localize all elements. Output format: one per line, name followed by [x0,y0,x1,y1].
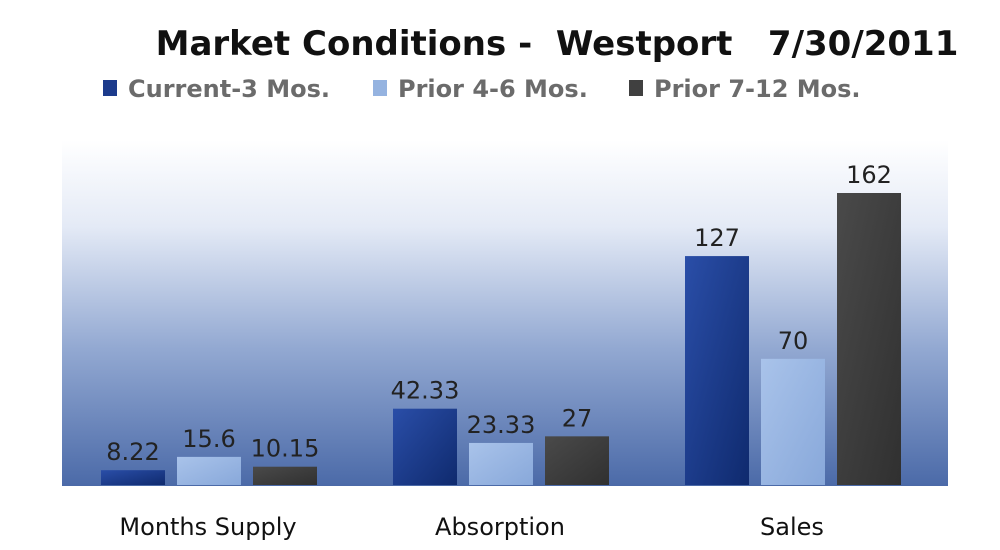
data-label-months-supply-series-2: 15.6 [182,425,235,453]
bar-months-supply-series-3 [253,466,317,485]
legend-label-prior-4-6-mos: Prior 4-6 Mos. [398,75,588,103]
data-label-absorption-series-2: 23.33 [467,411,536,439]
legend: Current-3 Mos. Prior 4-6 Mos. Prior 7-12 M… [103,75,861,103]
chart-title: Market Conditions - Westport 7/30/2011 [156,24,959,64]
bar-months-supply-series-1 [101,470,165,485]
data-label-sales-series-3: 162 [846,161,892,189]
bars-group [101,193,901,485]
category-label-months-supply: Months Supply [119,513,296,541]
category-label-absorption: Absorption [435,513,565,541]
legend-swatch-prior-7-12-mos [629,80,643,96]
bar-months-supply-series-2 [177,456,241,485]
bar-absorption-series-2 [469,442,533,485]
bar-absorption-series-1 [393,408,457,485]
bar-sales-series-1 [685,256,749,485]
bar-absorption-series-3 [545,436,609,485]
data-label-months-supply-series-3: 10.15 [251,435,320,463]
category-label-sales: Sales [760,513,824,541]
category-labels-group: Months Supply Absorption Sales [119,513,824,541]
data-label-absorption-series-3: 27 [562,404,593,432]
data-label-sales-series-2: 70 [778,327,809,355]
bar-sales-series-3 [837,193,901,485]
legend-label-current-3-mos: Current-3 Mos. [128,75,330,103]
data-label-sales-series-1: 127 [694,224,740,252]
legend-label-prior-7-12-mos: Prior 7-12 Mos. [654,75,861,103]
data-label-months-supply-series-1: 8.22 [106,438,159,466]
data-label-absorption-series-1: 42.33 [391,377,460,405]
legend-swatch-prior-4-6-mos [373,80,387,96]
legend-swatch-current-3-mos [103,80,117,96]
bar-sales-series-2 [761,358,825,485]
